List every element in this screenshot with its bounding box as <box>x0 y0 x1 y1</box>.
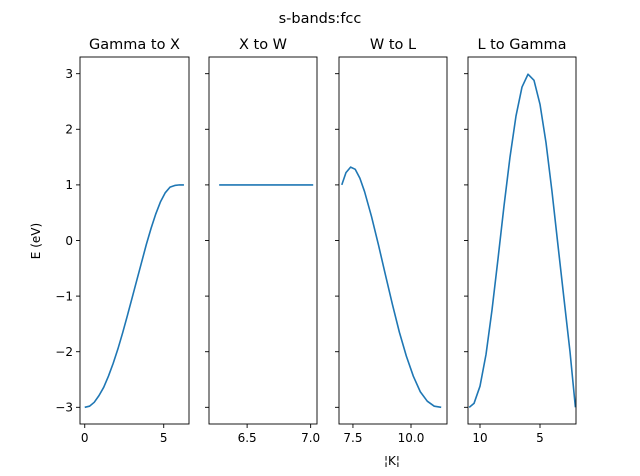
axes-frame-l-to-gamma <box>467 56 577 425</box>
x-tick-label: 7.0 <box>301 431 320 445</box>
y-axis-label: E (eV) <box>29 223 43 259</box>
x-tick-label: 7.5 <box>343 431 362 445</box>
series-line-gamma-to-x <box>84 184 184 409</box>
x-axis-label: ¦K¦ <box>384 454 400 468</box>
panel-title-w-to-l: W to L <box>370 37 416 53</box>
panels-group: Gamma to X −3 −2 −1 0 1 2 3 0 5 X to W 6.5 7.0 W to L… <box>55 37 577 445</box>
y-tick-label: 3 <box>65 67 73 81</box>
y-tick-label: −3 <box>55 401 73 415</box>
y-tick-label: 2 <box>65 123 73 137</box>
panel-title-l-to-gamma: L to Gamma <box>477 37 566 53</box>
figure-suptitle: s-bands:fcc <box>279 11 362 27</box>
x-tick-label: 6.5 <box>238 431 257 445</box>
panel-x-to-w: X to W 6.5 7.0 <box>205 37 320 445</box>
axes-frame-gamma-to-x <box>79 56 190 425</box>
x-tick-label: 5 <box>536 431 544 445</box>
series-line-w-to-l <box>341 166 442 409</box>
series-line-l-to-gamma <box>468 73 577 408</box>
x-tick-label: 10.0 <box>398 431 425 445</box>
y-tick-label: 1 <box>65 178 73 192</box>
y-tick-label: 0 <box>65 234 73 248</box>
axes-frame-x-to-w <box>208 56 318 425</box>
panel-w-to-l: W to L 7.5 10.0 <box>335 37 448 445</box>
x-tick-label: 0 <box>81 431 89 445</box>
x-tick-label: 5 <box>160 431 168 445</box>
panel-l-to-gamma: L to Gamma 10 5 <box>464 37 577 445</box>
panel-title-gamma-to-x: Gamma to X <box>89 37 180 53</box>
x-tick-label: 10 <box>472 431 487 445</box>
y-tick-label: −1 <box>55 289 73 303</box>
y-tick-label: −2 <box>55 345 73 359</box>
panel-gamma-to-x: Gamma to X −3 −2 −1 0 1 2 3 0 5 <box>55 37 190 445</box>
axes-frame-w-to-l <box>338 56 448 425</box>
panel-title-x-to-w: X to W <box>239 37 287 53</box>
